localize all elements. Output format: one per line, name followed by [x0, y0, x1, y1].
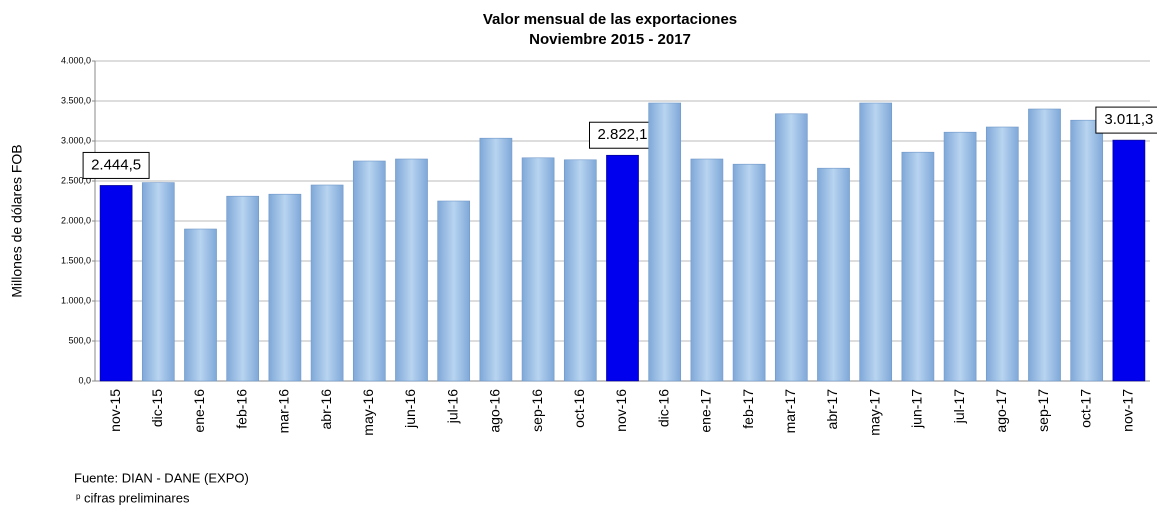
x-tick-label: jun-17	[909, 389, 925, 429]
x-tick-label: sep-17	[1035, 389, 1051, 432]
bar	[184, 228, 217, 382]
data-label: 2.444,5	[91, 156, 141, 173]
x-tick-label: oct-16	[571, 389, 587, 428]
x-tick-label: may-16	[360, 389, 376, 436]
y-tick-label: 2.000,0	[61, 215, 91, 225]
bar	[901, 151, 935, 382]
bar	[521, 157, 555, 382]
bar	[479, 137, 513, 382]
x-tick-label: sep-16	[529, 389, 545, 432]
x-tick-label: may-17	[866, 389, 882, 436]
bar	[352, 160, 386, 382]
x-tick-label: feb-17	[740, 389, 756, 429]
y-tick-label: 1.000,0	[61, 295, 91, 305]
x-tick-label: mar-17	[782, 389, 798, 434]
data-label-box	[1095, 106, 1157, 134]
bar	[774, 113, 808, 382]
source: Fuente: DIAN - DANE (EXPO)	[74, 470, 249, 485]
x-tick-label: ene-16	[191, 389, 207, 433]
data-label-box	[589, 121, 656, 149]
bar	[268, 193, 302, 382]
x-tick-label: mar-16	[276, 389, 292, 434]
bar	[1070, 119, 1104, 382]
x-tick-label: nov-15	[107, 389, 123, 432]
x-tick-label: dic-16	[655, 389, 671, 427]
bar	[310, 184, 344, 382]
x-tick-label: feb-16	[233, 389, 249, 429]
bar	[859, 102, 893, 382]
x-tick-label: nov-17	[1120, 389, 1136, 432]
data-label: 3.011,3	[1104, 111, 1153, 128]
y-tick-label: 1.500,0	[61, 255, 91, 265]
bar	[817, 167, 850, 382]
y-tick-label: 2.500,0	[61, 175, 91, 185]
x-tick-label: ago-17	[993, 389, 1009, 433]
x-tick-label: abr-16	[318, 389, 334, 430]
bar	[563, 159, 597, 382]
x-tick-label: oct-17	[1077, 389, 1093, 428]
bar	[985, 126, 1019, 382]
chart-subtitle: Noviembre 2015 - 2017	[529, 31, 691, 48]
x-tick-label: ago-16	[487, 389, 503, 433]
bar	[437, 200, 471, 382]
chart-title: Valor mensual de las exportaciones	[483, 11, 737, 28]
bar	[648, 102, 682, 382]
x-tick-label: nov-16	[613, 389, 629, 432]
y-tick-label: 3.500,0	[61, 95, 91, 105]
note-marker: p	[76, 492, 81, 501]
bar	[943, 131, 977, 382]
x-tick-label: jul-17	[951, 389, 967, 424]
bar	[99, 185, 133, 382]
bar	[1028, 108, 1061, 382]
bar	[1112, 139, 1146, 382]
x-tick-label: jun-16	[402, 389, 418, 429]
bar	[690, 158, 724, 382]
bar	[141, 182, 175, 382]
data-label: 2.822,1	[597, 126, 647, 143]
y-tick-label: 0,0	[78, 375, 91, 385]
x-tick-label: ene-17	[698, 389, 714, 433]
x-tick-label: abr-17	[824, 389, 840, 430]
x-tick-label: jul-16	[444, 389, 460, 424]
x-tick-label: dic-15	[149, 389, 165, 427]
y-tick-label: 3.000,0	[61, 135, 91, 145]
bar	[395, 158, 428, 382]
note: cifras preliminares	[84, 490, 190, 505]
bar	[732, 163, 766, 382]
y-tick-label: 4.000,0	[61, 55, 91, 65]
data-label-box	[82, 151, 150, 179]
bar	[606, 154, 639, 382]
bar	[226, 195, 260, 382]
y-tick-label: 500,0	[68, 335, 91, 345]
y-axis-label: Millones de dólares FOB	[9, 144, 25, 297]
